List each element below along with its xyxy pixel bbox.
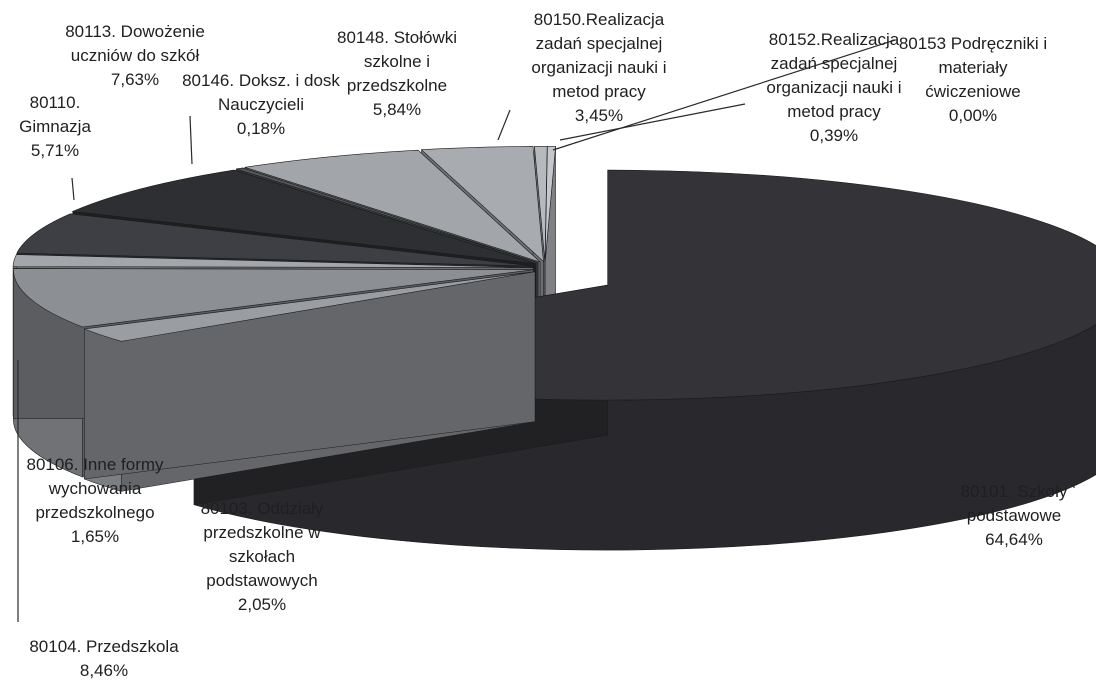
slice-label-line: 80152.Realizacja <box>769 30 900 49</box>
slice-label: 80150.Realizacja zadań specjalnej organiza… <box>531 10 666 125</box>
pie-slice-top <box>544 146 556 262</box>
pie-slice-top <box>420 146 544 263</box>
leader-line <box>71 177 75 201</box>
pie-slice-top <box>84 271 536 342</box>
slice-label-line: szkolne i <box>364 52 430 71</box>
pie-slice <box>83 271 536 492</box>
slice-label: 80106. Inne formy wychowania przedszkolneg… <box>26 455 164 546</box>
slice-label-line: 80101. Szkoły <box>961 482 1068 501</box>
leader-line <box>552 39 896 151</box>
slice-label-line: wychowania <box>48 479 142 498</box>
slice-label-line: 80110. <box>30 93 81 112</box>
slice-label-line: 1,65% <box>71 527 119 546</box>
slice-label: 80152.Realizacja zadań specjalnej organiza… <box>766 30 901 145</box>
pie-slice-top <box>71 169 537 264</box>
slice-label-line: 5,71% <box>31 141 79 160</box>
slice-label-line: 80153 Podręczniki i <box>899 34 1047 53</box>
pie-slices <box>12 146 1096 551</box>
slice-label: 80101. Szkoły podstawowe 64,64% <box>961 482 1068 549</box>
slice-label: 80113. Dowożenie uczniów do szkół 7,63% <box>65 22 205 89</box>
slice-label-line: 0,18% <box>237 119 285 138</box>
slice-label-line: zadań specjalnej <box>536 34 663 53</box>
pie-slice-top <box>244 149 541 263</box>
slice-label: 80146. Doksz. i dosk Nauczycieli 0,18% <box>182 71 340 138</box>
slice-labels: 80101. Szkoły podstawowe 64,64% 80103. Oddz… <box>19 10 1068 680</box>
slice-label-line: 0,39% <box>810 126 858 145</box>
slice-label-line: 64,64% <box>985 530 1043 549</box>
slice-label-line: Nauczycieli <box>218 95 304 114</box>
leader-line <box>497 109 511 141</box>
slice-label-line: podstawowych <box>206 571 318 590</box>
slice-label-line: metod pracy <box>552 82 646 101</box>
slice-label-line: uczniów do szkół <box>71 46 200 65</box>
slice-label-line: przedszkolnego <box>35 503 154 522</box>
pie-slice-top <box>13 268 534 328</box>
slice-label-line: 80106. Inne formy <box>26 455 164 474</box>
slice-label: 80103. Oddziały przedszkolne w szkołach pod… <box>201 499 324 614</box>
slice-label-line: podstawowe <box>967 506 1062 525</box>
leader-line <box>559 103 746 141</box>
slice-label: 80104. Przedszkola 8,46% <box>29 637 179 680</box>
slice-label-line: materiały <box>939 58 1008 77</box>
slice-label-line: 80146. Doksz. i dosk <box>182 71 340 90</box>
slice-label: 80110. Gimnazja 5,71% <box>19 93 91 160</box>
slice-label-line: 0,00% <box>949 106 997 125</box>
slice-label-line: 80104. Przedszkola <box>29 637 179 656</box>
slice-label-line: szkołach <box>229 547 295 566</box>
slice-label-line: 80148. Stołówki <box>337 28 457 47</box>
slice-label-line: 80113. Dowożenie <box>65 22 205 41</box>
slice-label-line: 80150.Realizacja <box>534 10 665 29</box>
slice-label: 80148. Stołówki szkolne i przedszkolne 5,84… <box>337 28 457 119</box>
pie-slice-top <box>16 213 534 267</box>
slice-label-line: ćwiczeniowe <box>925 82 1020 101</box>
slice-label-line: przedszkolne <box>347 76 447 95</box>
pie-slice-top <box>12 254 534 268</box>
slice-label: 80153 Podręczniki i materiały ćwiczeniowe 0… <box>899 34 1047 125</box>
slice-label-line: 8,46% <box>80 661 128 680</box>
slice-label-line: zadań specjalnej <box>771 54 898 73</box>
slice-label-line: 5,84% <box>373 100 421 119</box>
slice-label-line: 2,05% <box>238 595 286 614</box>
slice-label-line: Gimnazja <box>19 117 91 136</box>
leader-line <box>189 115 193 165</box>
slice-label-line: 80103. Oddziały <box>201 499 324 518</box>
slice-label-line: przedszkolne w <box>203 523 321 542</box>
slice-label-line: organizacji nauki i <box>531 58 666 77</box>
slice-label-line: 3,45% <box>575 106 623 125</box>
slice-label-line: metod pracy <box>787 102 881 121</box>
slice-label-line: 7,63% <box>111 70 159 89</box>
pie-slice-top <box>236 167 539 263</box>
leader-lines <box>17 39 1075 622</box>
slice-label-line: organizacji nauki i <box>766 78 901 97</box>
